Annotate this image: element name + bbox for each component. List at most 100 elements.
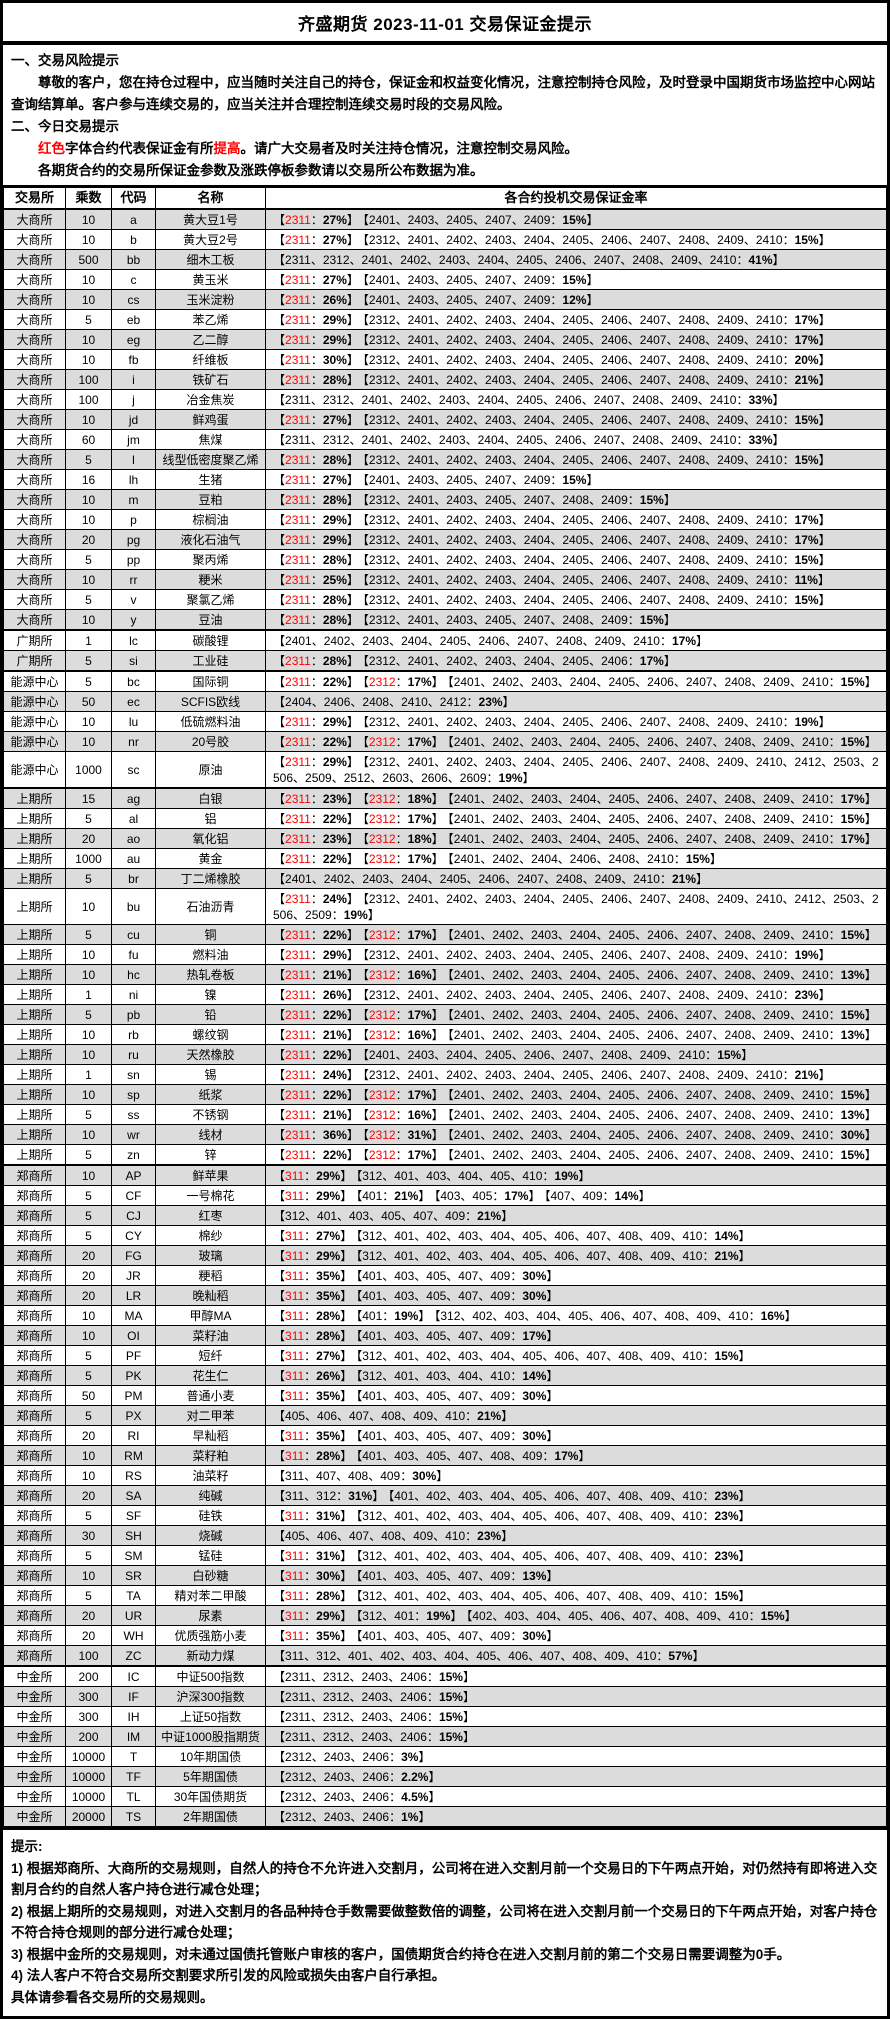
margin-rate-value: 29% — [322, 532, 347, 547]
table-row: 郑商所 5 CF 一号棉花 【311：29%】 【401：21%】 【403、405：17%… — [3, 1185, 887, 1206]
margin-rate-cell: 【2311、2312、2401、2402、2403、2404、2405、2406… — [265, 249, 887, 270]
contract-list: 401、403、405、407、408、409 — [362, 1448, 543, 1463]
name-cell: 线型低密度聚乙烯 — [155, 449, 266, 470]
margin-rate-value: 29% — [322, 512, 347, 527]
name-cell: 甲醇MA — [155, 1305, 266, 1326]
margin-rate-value: 2.2% — [401, 1769, 429, 1784]
contract-rate-group: 【2311：25%】 — [273, 572, 359, 587]
name-cell: 晚籼稻 — [155, 1285, 266, 1306]
contract-list: 312、402、403、404、405、406、407、408、409、410 — [440, 1308, 749, 1323]
contract-list: 2312、2401、2402、2403、2404、2405、2406、2407、… — [368, 987, 783, 1002]
margin-rate-value: 23% — [322, 791, 347, 806]
raised-contract-list: 2312 — [368, 1007, 396, 1022]
code-cell: JR — [111, 1265, 156, 1286]
multiplier-cell: 5 — [65, 589, 112, 610]
margin-rate-cell: 【2311：22%】 【2312：17%】 【2401、2402、2403、2404… — [265, 1144, 887, 1166]
raised-contract-list: 2311 — [285, 831, 311, 846]
contract-rate-group: 【2311：30%】 — [273, 352, 359, 367]
table-row: 郑商所 30 SH 烧碱 【405、406、407、408、409、410：23%】 — [3, 1525, 887, 1546]
exchange-cell: 郑商所 — [3, 1385, 66, 1406]
exchange-cell: 郑商所 — [3, 1485, 66, 1506]
code-cell: p — [111, 509, 156, 530]
margin-rate-value: 35% — [316, 1388, 341, 1403]
contract-rate-group: 【2311：22%】 — [273, 927, 359, 942]
margin-rate-value: 21% — [794, 372, 819, 387]
multiplier-cell: 10 — [65, 229, 112, 250]
code-cell: lc — [111, 629, 156, 651]
exchange-cell: 中金所 — [3, 1665, 66, 1687]
margin-rate-value: 17% — [794, 312, 819, 327]
contract-rate-group: 【2401、2402、2403、2404、2405、2406、2407、2408… — [447, 1007, 877, 1022]
raised-contract-list: 2311 — [285, 1047, 311, 1062]
contract-rate-group: 【2311：28%】 — [273, 653, 359, 668]
table-row: 郑商所 100 ZC 新动力煤 【311、312、401、402、403、404、405… — [3, 1645, 887, 1667]
raised-contract-list: 311 — [285, 1168, 305, 1183]
margin-rate-cell: 【311：29%】 【401：21%】 【403、405：17%】 【407、409：… — [265, 1185, 887, 1206]
raised-contract-list: 2311 — [285, 232, 311, 247]
margin-rate-cell: 【2311：29%】 【2312、2401、2402、2403、2404、2405… — [265, 509, 887, 530]
code-cell: wr — [111, 1124, 156, 1145]
table-row: 大商所 10 c 黄玉米 【2311：27%】 【2401、2403、2405、2407、… — [3, 269, 887, 290]
multiplier-cell: 10000 — [65, 1786, 112, 1807]
table-row: 上期所 5 br 丁二烯橡胶 【2401、2402、2403、2404、2405、240… — [3, 868, 887, 889]
margin-rate-cell: 【2311：22%】 【2312：17%】 【2401、2402、2403、2404… — [265, 1084, 887, 1105]
contract-rate-group: 【401、403、405、407、409：30%】 — [356, 1388, 559, 1403]
exchange-cell: 广期所 — [3, 650, 66, 672]
multiplier-cell: 10 — [65, 1084, 112, 1105]
exchange-cell: 上期所 — [3, 1044, 66, 1065]
contract-rate-group: 【401、403、405、407、409：30%】 — [356, 1288, 559, 1303]
contract-list: 2312、2401、2402、2403、2404、2405、2406、2407、… — [368, 1067, 783, 1082]
margin-rate-value: 17% — [407, 927, 432, 942]
code-cell: ag — [111, 787, 156, 809]
margin-rate-value: 28% — [316, 1588, 341, 1603]
contract-rate-group: 【311：28%】 — [273, 1588, 353, 1603]
table-row: 能源中心 5 bc 国际铜 【2311：22%】 【2312：17%】 【2401、2402… — [3, 670, 887, 692]
contract-rate-group: 【311：27%】 — [273, 1348, 353, 1363]
contract-rate-group: 【2312：31%】 — [362, 1127, 444, 1142]
contract-rate-group: 【2311：29%】 — [273, 714, 359, 729]
note-item-1: 1) 根据郑商所、大商所的交易规则，自然人的持仓不允许进入交割月，公司将在进入交… — [11, 1860, 878, 1898]
margin-rate-value: 35% — [316, 1268, 341, 1283]
contract-list: 2312、2401、2403、2405、2407、2408、2409 — [368, 612, 628, 627]
table-row: 大商所 500 bb 细木工板 【2311、2312、2401、2402、2403、24… — [3, 249, 887, 270]
risk-section-heading: 一、交易风险提示 — [11, 53, 119, 68]
margin-rate-value: 15% — [562, 212, 587, 227]
raised-contract-list: 2312 — [368, 791, 396, 806]
table-row: 上期所 10 fu 燃料油 【2311：29%】 【2312、2401、2402、2403… — [3, 944, 887, 965]
margin-rate-value: 28% — [322, 492, 347, 507]
name-cell: 焦煤 — [155, 429, 266, 450]
contract-rate-group: 【2311、2312、2403、2406：15%】 — [273, 1729, 475, 1744]
raised-contract-list: 2311 — [285, 612, 311, 627]
table-row: 上期所 1 sn 锡【2311：24%】 【2312、2401、2402、2403、24… — [3, 1064, 887, 1085]
exchange-cell: 上期所 — [3, 944, 66, 965]
code-cell: OI — [111, 1325, 156, 1346]
contract-rate-group: 【311、312：31%】 — [273, 1488, 385, 1503]
contract-list: 2312、2401、2402、2403、2404、2405、2406、2407、… — [368, 332, 783, 347]
name-cell: 新动力煤 — [155, 1645, 266, 1667]
exchange-cell: 上期所 — [3, 888, 66, 925]
intro-section: 一、交易风险提示 尊敬的客户，您在持仓过程中，应当随时关注自己的持仓，保证金和权… — [3, 45, 887, 185]
margin-rate-value: 33% — [748, 432, 773, 447]
name-cell: 纤维板 — [155, 349, 266, 370]
raised-contract-list: 311 — [285, 1608, 305, 1623]
margin-rate-cell: 【311：29%】 【312、401、402、403、404、405、406、40… — [265, 1245, 887, 1266]
raised-contract-list: 311 — [285, 1428, 305, 1443]
margin-rate-cell: 【2311：22%】 【2312：17%】 【2401、2402、2403、2404… — [265, 808, 887, 829]
contract-list: 401 — [362, 1308, 383, 1323]
exchange-cell: 郑商所 — [3, 1285, 66, 1306]
code-cell: IC — [111, 1665, 156, 1687]
raised-contract-list: 2311 — [285, 332, 311, 347]
contract-rate-group: 【2311：29%】 — [273, 312, 359, 327]
table-row: 郑商所 10 RM 菜籽粕 【311：28%】 【401、403、405、407、408、… — [3, 1445, 887, 1466]
multiplier-cell: 10 — [65, 711, 112, 732]
table-row: 郑商所 20 FG 玻璃 【311：29%】 【312、401、402、403、404、4… — [3, 1245, 887, 1266]
code-cell: SH — [111, 1525, 156, 1546]
multiplier-cell: 20 — [65, 1625, 112, 1646]
code-cell: ni — [111, 984, 156, 1005]
raised-contract-list: 2311 — [285, 714, 311, 729]
contract-list: 2312、2401、2402、2403、2404、2405、2406 — [368, 653, 628, 668]
multiplier-cell: 10 — [65, 944, 112, 965]
margin-rate-cell: 【405、406、407、408、409、410：21%】 — [265, 1405, 887, 1426]
name-cell: 黄金 — [155, 848, 266, 869]
table-row: 大商所 10 jd 鲜鸡蛋 【2311：27%】 【2312、2401、2402、2403… — [3, 409, 887, 430]
